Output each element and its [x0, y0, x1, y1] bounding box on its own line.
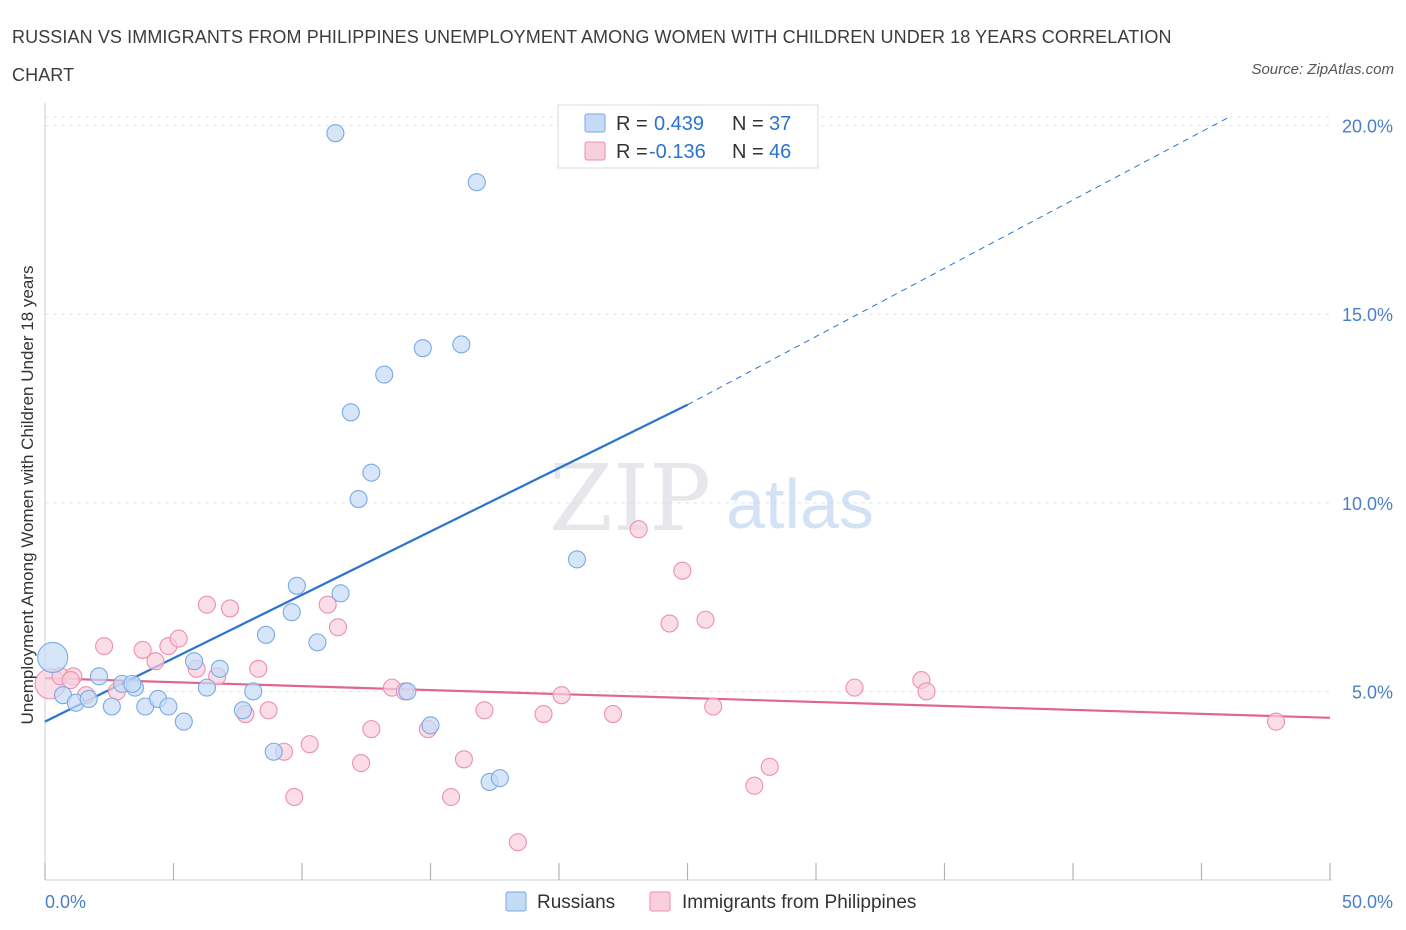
point-philippines	[197, 595, 216, 614]
point-philippines	[475, 701, 494, 720]
point-philippines	[146, 652, 165, 671]
point-russians	[467, 173, 486, 192]
legend-n-value-2: 46	[769, 141, 791, 163]
point-philippines	[220, 599, 240, 618]
point-russians	[123, 674, 142, 693]
point-russians	[233, 701, 252, 720]
point-philippines	[696, 610, 715, 629]
series-legend-swatch-philippines	[649, 891, 671, 912]
point-philippines	[362, 720, 381, 739]
y-tick-label: 15.0%	[1342, 305, 1393, 325]
point-russians	[326, 124, 345, 143]
point-philippines	[61, 671, 80, 690]
point-russians	[421, 716, 440, 735]
point-russians	[490, 769, 509, 788]
point-philippines	[249, 659, 268, 678]
point-philippines	[745, 776, 764, 795]
data-points	[34, 124, 1286, 852]
point-philippines	[917, 682, 936, 701]
legend-n-label-1: N =	[732, 113, 764, 135]
trend-line-russians	[44, 403, 688, 723]
point-russians	[567, 550, 587, 569]
point-philippines	[328, 618, 348, 637]
point-philippines	[95, 637, 114, 656]
point-russians	[287, 576, 306, 595]
point-philippines	[534, 704, 553, 724]
legend-swatch-russians	[584, 113, 606, 133]
series-legend-russians: Russians	[537, 892, 615, 913]
point-russians	[89, 667, 109, 686]
point-russians	[37, 641, 69, 674]
point-philippines	[318, 595, 337, 614]
legend-swatch-philippines	[584, 141, 606, 161]
legend-n-value-1: 37	[769, 113, 791, 135]
legend-r-label-2: R =	[616, 141, 648, 163]
y-axis-label: Unemployment Among Women with Children U…	[18, 266, 37, 725]
axes: 5.0% 10.0% 15.0% 20.0% 0.0% 50.0%	[44, 103, 1393, 912]
correlation-legend: R = 0.439 N = 37 R = -0.136 N = 46	[557, 104, 819, 169]
series-legend-philippines: Immigrants from Philippines	[682, 892, 916, 913]
legend-r-label-1: R =	[616, 113, 648, 135]
point-philippines	[673, 561, 692, 580]
point-philippines	[845, 678, 864, 697]
point-philippines	[300, 735, 319, 754]
trend-line-russians-extension	[687, 117, 1228, 406]
legend-r-value-1: 0.439	[654, 113, 704, 135]
point-philippines	[133, 640, 152, 659]
point-philippines	[760, 757, 779, 776]
point-russians	[102, 697, 121, 716]
point-russians	[452, 335, 471, 354]
y-tick-label: 20.0%	[1342, 117, 1393, 137]
y-tick-label: 5.0%	[1352, 682, 1393, 702]
point-russians	[282, 603, 301, 622]
point-russians	[362, 463, 381, 482]
point-philippines	[454, 750, 473, 769]
point-philippines	[1266, 712, 1286, 731]
point-russians	[256, 625, 276, 644]
point-russians	[185, 652, 204, 671]
point-russians	[159, 697, 178, 716]
point-russians	[341, 403, 360, 422]
point-russians	[375, 365, 394, 384]
point-russians	[349, 489, 368, 509]
point-russians	[244, 682, 263, 701]
point-russians	[210, 659, 229, 678]
legend-r-value-2: -0.136	[649, 141, 706, 163]
point-philippines	[629, 520, 648, 539]
point-philippines	[660, 614, 679, 633]
point-philippines	[704, 697, 723, 716]
point-philippines	[508, 833, 527, 852]
point-philippines	[352, 754, 371, 773]
point-philippines	[552, 686, 571, 705]
y-tick-label: 10.0%	[1342, 494, 1393, 514]
point-philippines	[259, 701, 278, 720]
series-legend-swatch-russians	[505, 891, 527, 912]
trend-lines	[44, 117, 1331, 723]
point-russians	[197, 678, 216, 697]
x-tick-label: 0.0%	[45, 892, 86, 912]
series-legend: Russians Immigrants from Philippines	[505, 891, 916, 913]
point-philippines	[169, 629, 188, 648]
watermark-zip: ZIP	[549, 445, 711, 552]
watermark-atlas: atlas	[726, 465, 874, 543]
point-russians	[398, 682, 417, 701]
x-tick-label: 50.0%	[1342, 892, 1393, 912]
point-russians	[331, 584, 350, 603]
point-philippines	[285, 787, 304, 807]
point-philippines	[442, 787, 461, 807]
point-russians	[264, 742, 283, 761]
point-philippines	[603, 704, 623, 724]
chart-source: Source: ZipAtlas.com	[1251, 61, 1394, 78]
point-russians	[174, 712, 193, 731]
legend-n-label-2: N =	[732, 141, 764, 163]
point-russians	[413, 339, 432, 358]
chart-title: RUSSIAN VS IMMIGRANTS FROM PHILIPPINES U…	[12, 27, 1172, 85]
watermark: ZIP atlas	[549, 445, 874, 552]
point-russians	[79, 689, 98, 709]
point-russians	[308, 633, 327, 652]
